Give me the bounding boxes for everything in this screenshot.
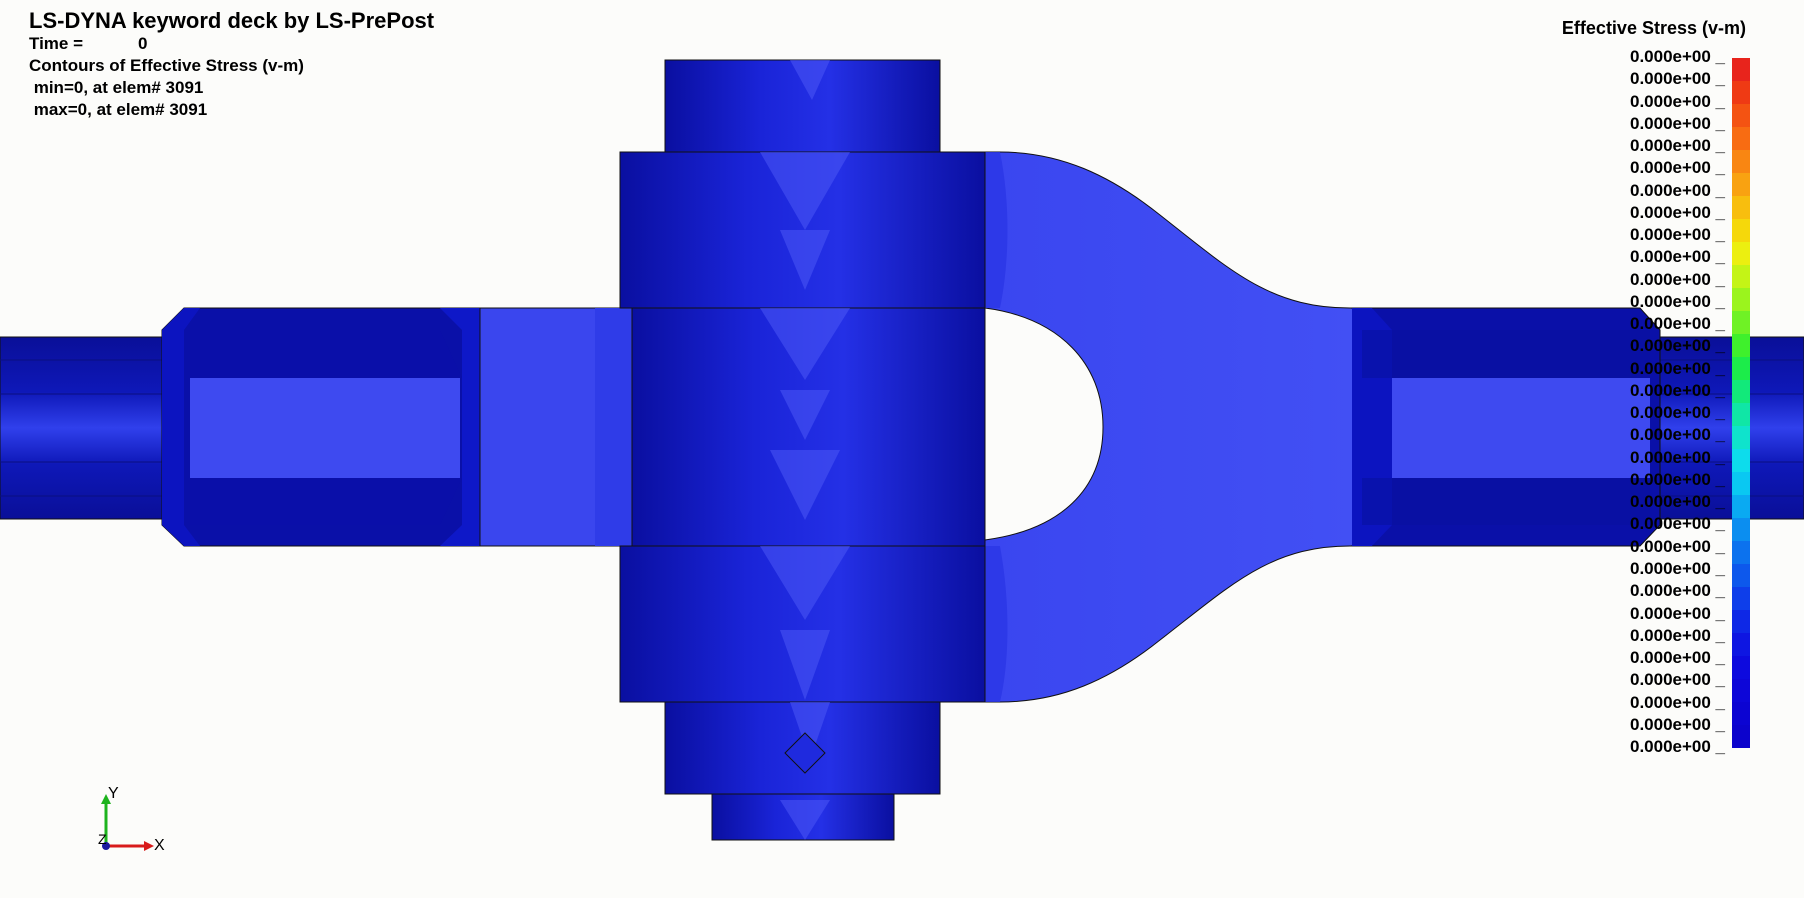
legend-color-segment: [1732, 104, 1750, 128]
legend-title: Effective Stress (v-m): [1561, 18, 1746, 38]
legend-color-segment: [1732, 173, 1750, 197]
axis-x-label: X: [154, 837, 165, 854]
legend-color-segment: [1732, 725, 1750, 748]
legend-color-segment: [1732, 81, 1750, 105]
legend-tick-label: 0.000e+00 _: [1629, 314, 1725, 334]
legend-color-segment: [1732, 472, 1750, 496]
legend-tick-label: 0.000e+00 _: [1629, 380, 1725, 400]
legend-color-segment: [1732, 564, 1750, 588]
legend-color-segment: [1732, 633, 1750, 657]
legend-tick-label: 0.000e+00 _: [1629, 514, 1725, 534]
legend-tick-label: 0.000e+00 _: [1629, 158, 1725, 178]
legend-color-segment: [1732, 702, 1750, 726]
legend-tick-label: 0.000e+00 _: [1629, 492, 1725, 512]
legend-tick-label: 0.000e+00 _: [1629, 403, 1725, 423]
legend-color-segment: [1732, 380, 1750, 404]
time-value: 0: [138, 34, 148, 53]
right-rod: [1633, 336, 1804, 520]
legend-tick-label: 0.000e+00 _: [1629, 47, 1725, 66]
legend-tick-label: 0.000e+00 _: [1629, 69, 1725, 89]
legend-color-segment: [1732, 127, 1750, 151]
legend-color-segment: [1732, 610, 1750, 634]
legend-color-segment: [1732, 587, 1750, 611]
legend-tick-label: 0.000e+00 _: [1629, 603, 1725, 623]
legend-tick-label: 0.000e+00 _: [1629, 136, 1725, 155]
left-rod: [0, 336, 171, 520]
time-label: Time =: [29, 34, 84, 53]
mesh-facets: [760, 60, 850, 840]
legend-color-segment: [1732, 656, 1750, 680]
legend-tick-label: 0.000e+00 _: [1629, 358, 1725, 378]
legend-color-segment: [1732, 541, 1750, 565]
time-row: Time = 0: [29, 33, 434, 55]
axis-triad: Y X Z: [98, 786, 165, 854]
axis-z-label: Z: [98, 831, 107, 847]
legend-tick-label: 0.000e+00 _: [1629, 692, 1725, 712]
legend-tick-label: 0.000e+00 _: [1629, 648, 1725, 667]
legend-color-segment: [1732, 495, 1750, 519]
legend-tick-label: 0.000e+00 _: [1629, 558, 1725, 578]
deck-title: LS-DYNA keyword deck by LS-PrePost: [29, 8, 435, 33]
pin-hole-marker: [784, 732, 826, 774]
legend-color-segment: [1732, 242, 1750, 266]
legend-tick-label: 0.000e+00 _: [1629, 581, 1725, 601]
legend-color-segment: [1732, 311, 1750, 335]
legend-tick-label: 0.000e+00 _: [1629, 202, 1725, 222]
clevis-yoke: [984, 151, 1363, 703]
contour-label: Contours of Effective Stress (v-m): [29, 56, 304, 75]
legend-color-segment: [1732, 219, 1750, 243]
legend-color-bar: [1732, 58, 1750, 748]
legend-color-segment: [1732, 679, 1750, 703]
legend-tick-label: 0.000e+00 _: [1629, 737, 1725, 756]
legend-color-segment: [1732, 357, 1750, 381]
legend-tick-label: 0.000e+00 _: [1629, 714, 1725, 734]
legend-tick-label: 0.000e+00 _: [1629, 91, 1725, 111]
legend-tick-label: 0.000e+00 _: [1629, 670, 1725, 690]
legend-tick-label: 0.000e+00 _: [1629, 469, 1725, 489]
legend-tick-label: 0.000e+00 _: [1629, 425, 1725, 445]
legend-color-segment: [1732, 449, 1750, 473]
legend-tick-label: 0.000e+00 _: [1629, 291, 1725, 311]
legend-tick-label: 0.000e+00 _: [1629, 225, 1725, 245]
legend-tick-label: 0.000e+00 _: [1629, 113, 1725, 133]
legend-color-segment: [1732, 518, 1750, 542]
legend-color-segment: [1732, 150, 1750, 174]
legend-tick-label: 0.000e+00 _: [1629, 536, 1725, 556]
legend-tick-label: 0.000e+00 _: [1629, 180, 1725, 200]
legend-tick-label: 0.000e+00 _: [1629, 447, 1725, 467]
legend-color-segment: [1732, 334, 1750, 358]
legend-tick-label: 0.000e+00 _: [1629, 247, 1725, 267]
legend-color-segment: [1732, 196, 1750, 220]
legend-color-segment: [1732, 265, 1750, 289]
info-overlay: LS-DYNA keyword deck by LS-PrePost Time …: [29, 9, 434, 121]
legend-color-segment: [1732, 288, 1750, 312]
max-line: max=0, at elem# 3091: [29, 100, 208, 119]
legend-tick-label: 0.000e+00 _: [1629, 269, 1725, 289]
legend-color-segment: [1732, 403, 1750, 427]
min-line: min=0, at elem# 3091: [29, 78, 204, 97]
legend-color-segment: [1732, 58, 1750, 82]
legend-tick-label: 0.000e+00 _: [1629, 625, 1725, 645]
axis-y-label: Y: [108, 786, 119, 802]
legend-tick-label: 0.000e+00 _: [1629, 336, 1725, 356]
legend-color-segment: [1732, 426, 1750, 450]
